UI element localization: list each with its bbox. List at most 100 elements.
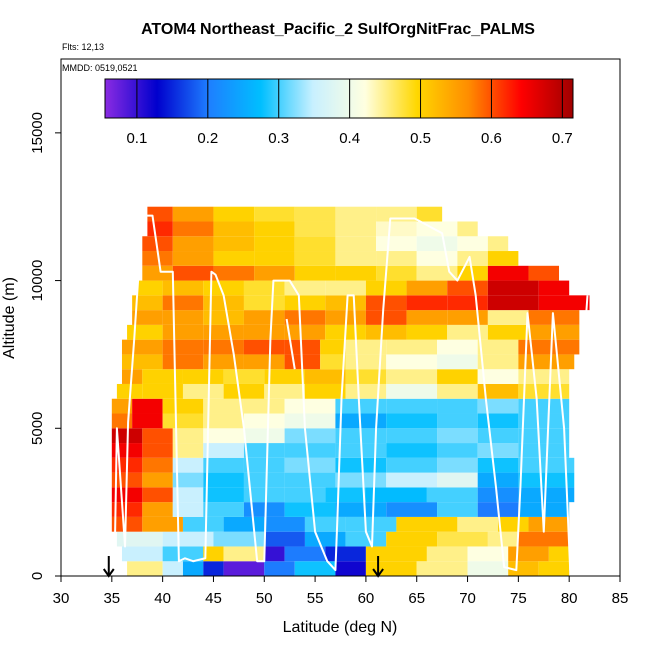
heatmap-cell bbox=[376, 265, 417, 281]
heatmap-cell bbox=[335, 457, 387, 473]
heatmap-cell bbox=[437, 428, 478, 444]
y-axis-label: Altitude (m) bbox=[1, 277, 18, 359]
heatmap-cell bbox=[142, 457, 173, 473]
heatmap-cell bbox=[320, 354, 346, 370]
heatmap-cell bbox=[437, 339, 478, 355]
heatmap-cell bbox=[111, 516, 143, 532]
heatmap-cell bbox=[162, 280, 204, 296]
colorbar-tick-label: 0.7 bbox=[552, 130, 573, 147]
heatmap-cell bbox=[213, 206, 255, 222]
heatmap-cell bbox=[142, 383, 183, 399]
heatmap-cell bbox=[182, 516, 224, 532]
heatmap-cell bbox=[243, 472, 285, 488]
heatmap-cell bbox=[518, 443, 570, 458]
heatmap-cell bbox=[477, 487, 519, 503]
heatmap-cell bbox=[376, 221, 417, 237]
heatmap-cell bbox=[447, 324, 488, 340]
heatmap-cell bbox=[345, 516, 397, 532]
heatmap-cell bbox=[284, 413, 336, 429]
heatmap-cell bbox=[335, 251, 377, 266]
heatmap-cell bbox=[284, 295, 326, 311]
heatmap-cell bbox=[335, 265, 377, 281]
heatmap-cell bbox=[437, 383, 478, 399]
heatmap-cell bbox=[182, 369, 224, 384]
heatmap-cell bbox=[243, 428, 285, 444]
heatmap-cell bbox=[132, 310, 163, 325]
heatmap-cell bbox=[477, 369, 519, 384]
heatmap-cell bbox=[203, 428, 244, 444]
x-tick-label: 45 bbox=[205, 590, 222, 607]
heatmap-cell bbox=[518, 413, 570, 429]
heatmap-cell bbox=[203, 546, 224, 562]
x-tick-label: 70 bbox=[459, 590, 476, 607]
heatmap-cell bbox=[294, 561, 336, 576]
x-tick-label: 40 bbox=[154, 590, 171, 607]
heatmap-cell bbox=[304, 369, 346, 384]
heatmap-cell bbox=[487, 324, 529, 340]
heatmap-cell bbox=[203, 487, 244, 503]
y-tick-label: 10000 bbox=[29, 260, 46, 302]
colorbar-ticks: 0.1 0.2 0.3 0.4 0.5 0.6 0.7 bbox=[126, 79, 573, 147]
heatmap-cell bbox=[203, 310, 244, 325]
heatmap-cell bbox=[243, 457, 285, 473]
heatmap-cell bbox=[477, 354, 519, 370]
heatmap-cell bbox=[213, 531, 265, 547]
heatmap-cell bbox=[284, 443, 336, 458]
heatmap-cell bbox=[447, 310, 488, 325]
heatmap-cell bbox=[172, 236, 214, 252]
heatmap-cell bbox=[487, 251, 519, 266]
heatmap-cell bbox=[437, 531, 488, 547]
colorbar-tick-label: 0.2 bbox=[197, 130, 218, 147]
heatmap-cell bbox=[284, 324, 326, 340]
heatmap-cell bbox=[487, 531, 519, 547]
heatmap-cell bbox=[243, 354, 285, 370]
heatmap-cell bbox=[477, 443, 519, 458]
heatmap-cell bbox=[304, 516, 346, 532]
heatmap-cell bbox=[365, 324, 407, 340]
heatmap-cell bbox=[172, 443, 204, 458]
heatmap-cell bbox=[416, 251, 458, 266]
x-tick-label: 75 bbox=[510, 590, 527, 607]
heatmap-cell bbox=[264, 369, 305, 384]
heatmap-cell bbox=[132, 295, 163, 311]
heatmap-cell bbox=[142, 487, 173, 503]
heatmap-cell bbox=[548, 546, 570, 562]
y-axis: 0 5000 10000 15000 bbox=[29, 112, 61, 580]
heatmap-cell bbox=[365, 280, 407, 296]
heatmap-cell bbox=[182, 383, 224, 399]
heatmap-cell bbox=[386, 428, 438, 444]
heatmap-cell bbox=[365, 546, 427, 562]
colorbar-tick-label: 0.1 bbox=[126, 130, 147, 147]
heatmap-cell bbox=[142, 428, 173, 444]
y-tick-label: 15000 bbox=[29, 112, 46, 154]
heatmap-cell bbox=[457, 221, 478, 237]
heatmap-cell bbox=[406, 295, 448, 311]
x-axis-label: Latitude (deg N) bbox=[283, 619, 398, 636]
heatmap-cell bbox=[498, 516, 529, 532]
heatmap-cell bbox=[437, 354, 478, 370]
heatmap-cell bbox=[162, 324, 204, 340]
heatmap-cell bbox=[254, 206, 295, 222]
heatmap-cell bbox=[518, 354, 575, 370]
heatmap-cell bbox=[142, 443, 173, 458]
heatmap-cell bbox=[284, 310, 326, 325]
heatmap-cell bbox=[457, 236, 488, 252]
heatmap-cell bbox=[426, 487, 478, 503]
x-tick-label: 85 bbox=[612, 590, 629, 607]
heatmap-cell bbox=[172, 251, 214, 266]
heatmap-cell bbox=[243, 324, 285, 340]
heatmap-cell bbox=[477, 398, 519, 414]
colorbar: 0.1 0.2 0.3 0.4 0.5 0.6 0.7 bbox=[104, 78, 574, 147]
heatmap-cell bbox=[335, 206, 377, 222]
heatmap-cell bbox=[447, 295, 488, 311]
heatmap-cell bbox=[172, 472, 204, 488]
heatmap-cell bbox=[132, 398, 163, 414]
heatmap-cell bbox=[386, 383, 438, 399]
heatmap-cell bbox=[162, 561, 183, 576]
x-tick-label: 65 bbox=[408, 590, 425, 607]
heatmap-cell bbox=[457, 251, 488, 266]
heatmap-cell bbox=[137, 280, 163, 296]
heatmap-cell bbox=[254, 221, 295, 237]
x-tick-label: 35 bbox=[103, 590, 120, 607]
heatmap-cell bbox=[477, 457, 519, 473]
